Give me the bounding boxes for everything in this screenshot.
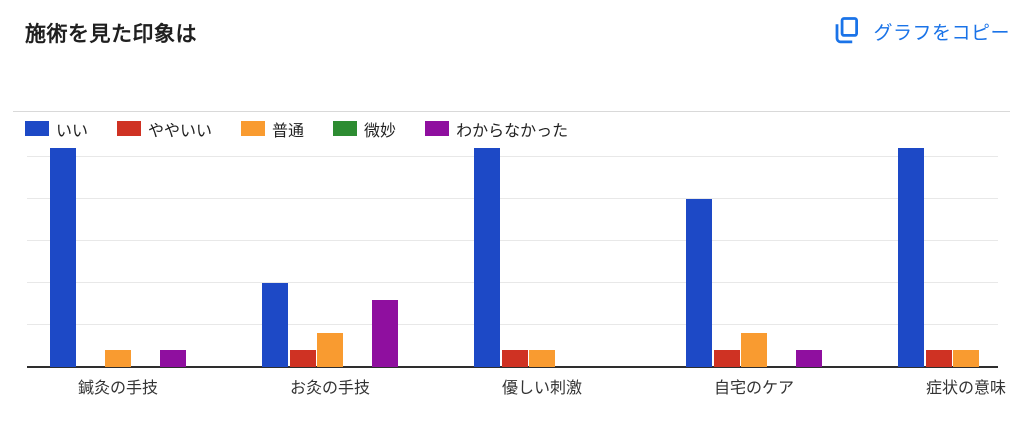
x-axis-line bbox=[27, 366, 998, 368]
legend-swatch bbox=[241, 121, 266, 136]
bar-group bbox=[50, 140, 186, 367]
bar bbox=[796, 350, 822, 367]
gridline bbox=[27, 281, 998, 283]
category-cell bbox=[648, 140, 860, 367]
bar-group bbox=[474, 140, 610, 367]
x-axis-label: 自宅のケア bbox=[713, 380, 794, 397]
bar bbox=[289, 350, 316, 367]
bar bbox=[160, 350, 186, 367]
bar-group bbox=[898, 140, 1024, 367]
gridline bbox=[27, 155, 998, 157]
category-cell bbox=[436, 140, 648, 367]
copy-chart-label: グラフをコピー bbox=[873, 22, 1010, 44]
bar bbox=[474, 148, 500, 367]
bar bbox=[953, 350, 979, 367]
legend-label: いい bbox=[56, 122, 89, 140]
legend-label: わからなかった bbox=[456, 122, 569, 140]
category-cell bbox=[860, 140, 1024, 367]
legend-swatch bbox=[333, 121, 358, 136]
x-axis-label: 優しい刺激 bbox=[501, 380, 582, 397]
legend-item: 微妙 bbox=[333, 117, 396, 141]
plot-area bbox=[0, 140, 1024, 368]
legend-item: ややいい bbox=[117, 117, 212, 141]
x-axis-label: 症状の意味 bbox=[925, 380, 1006, 397]
legend-item: わからなかった bbox=[425, 117, 568, 141]
legend-label: ややいい bbox=[148, 122, 213, 140]
legend-swatch bbox=[425, 121, 450, 136]
divider bbox=[13, 111, 1010, 112]
page-title: 施術を見た印象は bbox=[25, 23, 197, 46]
bar bbox=[529, 350, 555, 367]
x-axis-label: 鍼灸の手技 bbox=[77, 380, 158, 397]
chart-legend: いい ややいい 普通 微妙 わからなかった bbox=[25, 117, 568, 141]
bar bbox=[50, 148, 76, 367]
category-cell bbox=[224, 140, 436, 367]
legend-label: 普通 bbox=[272, 122, 305, 140]
legend-item: 普通 bbox=[241, 117, 304, 141]
bar bbox=[105, 350, 131, 367]
bar bbox=[925, 350, 952, 367]
bar bbox=[713, 350, 740, 367]
bar bbox=[262, 282, 288, 367]
x-axis-label: お灸の手技 bbox=[289, 380, 370, 397]
bar-group bbox=[262, 140, 398, 367]
bar bbox=[317, 333, 343, 367]
legend-swatch bbox=[25, 121, 49, 136]
gridline bbox=[27, 197, 998, 199]
bar bbox=[686, 198, 712, 367]
copy-chart-button[interactable]: グラフをコピー bbox=[832, 16, 1010, 46]
x-axis-labels: 鍼灸の手技 お灸の手技 優しい刺激 自宅のケア 症状の意味 bbox=[0, 374, 1024, 397]
legend-swatch bbox=[117, 121, 142, 136]
gridline bbox=[27, 239, 998, 241]
bar bbox=[741, 333, 767, 367]
copy-icon bbox=[832, 16, 860, 46]
bar bbox=[501, 350, 528, 367]
legend-item: いい bbox=[25, 117, 88, 141]
legend-label: 微妙 bbox=[364, 122, 397, 140]
category-cell bbox=[12, 140, 224, 367]
bar bbox=[898, 148, 924, 367]
gridline bbox=[27, 323, 998, 325]
bar bbox=[372, 299, 398, 367]
bar-group bbox=[686, 140, 822, 367]
